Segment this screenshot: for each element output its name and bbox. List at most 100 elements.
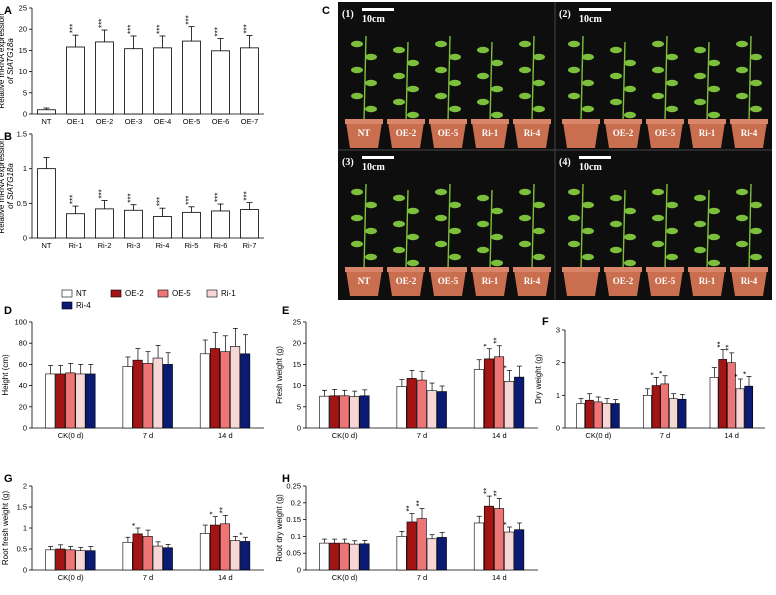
y-axis-label-gene: of StATG18a (6, 163, 15, 209)
y-tick-label: 20 (293, 339, 301, 348)
significance-mark: * (742, 371, 751, 374)
plant-leaf (365, 79, 377, 87)
plant-leaf (750, 201, 762, 209)
pot-label: Ri-1 (482, 276, 499, 286)
plant-leaf (351, 40, 363, 48)
pot-rim (471, 119, 509, 124)
bar-oe-5 (220, 523, 231, 571)
y-axis-label-gene: of StATG18a (6, 38, 15, 84)
significance-mark: *** (69, 195, 78, 204)
plant-leaf (407, 259, 419, 267)
bar-oe-5 (220, 351, 231, 429)
plant-leaf (624, 207, 636, 215)
plant-leaf (351, 240, 363, 248)
plant-leaf (666, 227, 678, 235)
pot (472, 122, 508, 148)
plant-stem (405, 41, 409, 123)
plant-leaf (477, 98, 489, 106)
plant-leaf (666, 201, 678, 209)
bar-oe-2 (55, 548, 66, 571)
bar-ri-1 (349, 543, 360, 571)
y-tick-label: 80 (19, 339, 27, 348)
quadrant-label: (4) (559, 157, 571, 168)
significance-mark: ** (482, 488, 491, 494)
pot (430, 270, 466, 296)
significance-mark: * (733, 374, 742, 377)
y-tick-label: 100 (14, 318, 27, 327)
bar-ri-4 (162, 364, 173, 429)
bar (182, 40, 201, 115)
pot (689, 270, 725, 296)
bar-ri-4 (514, 376, 525, 429)
chart-d: D 0 20 40 60 80 100 Height (cm) CK(0 d) 7 d 14 d (1, 305, 264, 440)
bar-ri-1 (230, 346, 241, 429)
plant-leaf (533, 105, 545, 113)
y-tick-label: 0.5 (17, 199, 27, 208)
bar-nt (45, 373, 56, 429)
plant-leaf (449, 201, 461, 209)
plant-leaf (750, 253, 762, 261)
y-tick-label: 0 (23, 110, 27, 119)
significance-mark: * (482, 344, 491, 347)
plant-leaf (694, 220, 706, 228)
plant-leaf (491, 207, 503, 215)
y-tick-label: 0 (23, 566, 27, 575)
scale-bar-label: 10cm (362, 14, 385, 25)
x-tick-label: OE-4 (154, 117, 172, 126)
plant-stem (489, 41, 493, 123)
y-axis-label: Fresh weight (g) (275, 346, 284, 404)
plant-leaf (582, 227, 594, 235)
legend-label-ri-1: Ri-1 (221, 289, 236, 298)
legend: NT OE-2 OE-5 Ri-1 Ri-4 (61, 289, 236, 310)
plant-stem (706, 41, 710, 123)
plant-leaf (407, 111, 419, 119)
bar-oe-5 (494, 508, 505, 571)
bar (95, 41, 114, 115)
legend-swatch-oe-2 (110, 289, 122, 298)
bar-ri-1 (426, 538, 437, 571)
plant-leaf (568, 40, 580, 48)
scale-bar (579, 8, 611, 11)
plant-stem (363, 35, 367, 123)
photo-quadrant: (2) 10cm OE-2 OE-5 Ri-1 Ri-4 (559, 8, 768, 148)
y-tick-label: 15 (19, 46, 27, 55)
plant-stem (664, 183, 668, 271)
significance-mark: * (649, 372, 658, 375)
plant-leaf (694, 246, 706, 254)
bar (240, 209, 259, 239)
pot-label: OE-5 (655, 128, 676, 138)
bar-ri-1 (349, 396, 360, 429)
plant-leaf (568, 240, 580, 248)
bar-oe-2 (209, 524, 221, 571)
quadrant-label: (1) (342, 9, 354, 20)
plant-leaf (666, 105, 678, 113)
plant-leaf (666, 79, 678, 87)
bar-ri-1 (152, 545, 163, 571)
bar-nt (45, 549, 56, 571)
pot (563, 122, 599, 148)
plant-leaf (736, 66, 748, 74)
plant-leaf (533, 53, 545, 61)
plant-leaf (568, 188, 580, 196)
panel-letter: F (542, 316, 549, 328)
y-tick-label: 15 (293, 360, 301, 369)
plant-leaf (582, 79, 594, 87)
scale-bar (362, 8, 394, 11)
plant-leaf (666, 53, 678, 61)
plant-leaf (750, 227, 762, 235)
bar-oe-5 (65, 372, 76, 429)
bar (66, 46, 85, 115)
pot-label: OE-2 (613, 128, 634, 138)
plant-leaf (708, 111, 720, 119)
pot-rim (471, 267, 509, 272)
bar-oe-5 (339, 395, 350, 429)
pot-rim (562, 119, 600, 124)
bar-oe-2 (329, 542, 340, 571)
legend-swatch-oe-5 (157, 289, 169, 298)
legend-label-nt: NT (76, 289, 87, 298)
plant-leaf (519, 66, 531, 74)
bar-oe-5 (593, 401, 603, 429)
pot-rim (345, 119, 383, 124)
x-tick-label: Ri-5 (185, 241, 199, 250)
plant-leaf (533, 227, 545, 235)
